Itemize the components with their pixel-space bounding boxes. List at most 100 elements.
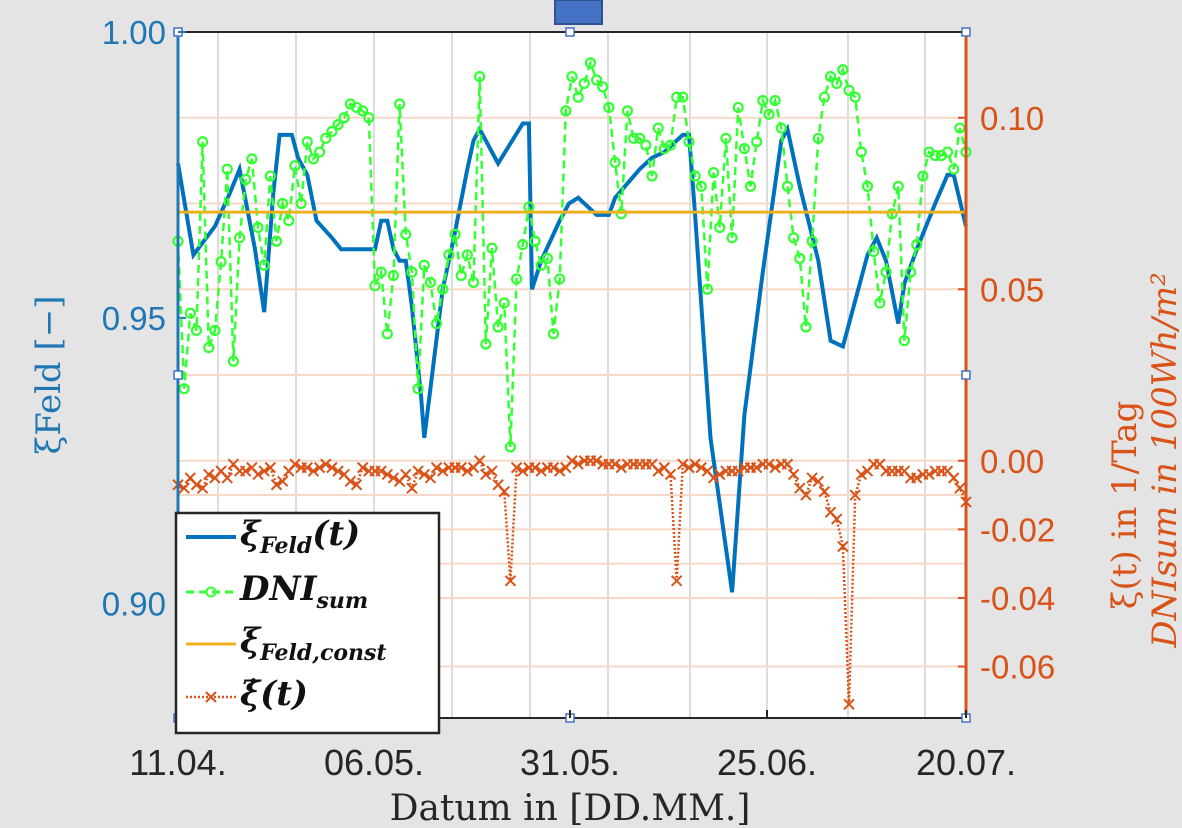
xi-dot-point — [504, 575, 517, 587]
dni-sum-point — [621, 105, 634, 117]
figure-handle-icon[interactable] — [554, 0, 603, 25]
dni-sum-point — [812, 132, 824, 144]
xi-dot-point — [695, 461, 707, 474]
xi-dot-point — [689, 458, 701, 470]
dni-sum-point — [467, 276, 480, 288]
xi-dot-point — [572, 458, 584, 470]
dni-sum-point — [892, 180, 904, 192]
dni-sum-point — [227, 355, 240, 367]
xi-dot-point — [664, 468, 677, 481]
xi-dot-point — [270, 479, 283, 491]
dni-sum-point — [806, 235, 818, 247]
dni-sum-point — [677, 91, 689, 103]
dni-sum-line — [176, 58, 968, 448]
dni-sum-point — [215, 256, 227, 268]
dni-sum-point — [535, 259, 547, 271]
right-axis-title-2: DNIsum in 100Wh/m² — [1145, 272, 1182, 648]
dni-sum-point — [609, 156, 621, 168]
dni-sum-point — [886, 208, 898, 220]
dni-sum-point — [652, 122, 664, 134]
resize-handle[interactable] — [173, 370, 183, 380]
xi-dot-point — [356, 461, 369, 474]
x-tick-label: 06.05. — [324, 742, 424, 783]
dni-sum-point — [184, 307, 196, 319]
xi-dot-point — [252, 468, 264, 481]
xi-dot-point — [412, 465, 424, 477]
dni-sum-point — [578, 77, 590, 90]
xi-dot-point — [400, 468, 412, 481]
dni-sum-point — [572, 91, 584, 103]
xi-dot-point — [787, 468, 800, 481]
dni-sum-point — [233, 232, 246, 244]
left-tick-label: 0.90 — [102, 586, 166, 623]
dni-sum-point — [270, 235, 283, 247]
xi-dot-point — [221, 472, 233, 484]
dni-sum-point — [437, 283, 449, 295]
dni-sum-point — [640, 139, 652, 151]
xi-dot-point — [313, 461, 326, 474]
dni-sum-point — [683, 136, 695, 148]
dni-sum-point — [295, 197, 307, 210]
xi-dot-point — [320, 458, 332, 470]
x-tick-label: 20.07. — [916, 742, 1016, 783]
dni-sum-point — [646, 170, 658, 182]
dni-sum-point — [603, 101, 615, 114]
xi-dot-point — [461, 465, 474, 477]
xi-dot-point — [806, 472, 818, 484]
xi-dot-point — [923, 468, 935, 481]
legend: ξFeld(t) DNIsum ξFeld,const ξ̇(t) — [174, 511, 441, 735]
xi-dot-point — [258, 465, 270, 477]
xi-dot-point — [406, 482, 418, 494]
xi-dot-point — [332, 465, 344, 477]
dni-sum-point — [880, 266, 892, 278]
xi-dot-point — [750, 461, 763, 474]
xi-dot-point — [590, 455, 603, 467]
xi-dot-point — [769, 461, 781, 474]
dni-sum-point — [868, 245, 880, 258]
right-tick-label: -0.06 — [980, 649, 1055, 686]
dni-sum-point — [560, 105, 572, 117]
dni-sum-point — [615, 208, 627, 220]
xi-dot-point — [350, 479, 363, 491]
xi-dot-point — [430, 461, 443, 474]
dni-sum-point — [197, 136, 209, 148]
left-axis-title: ξFeld [−] — [29, 295, 69, 454]
dni-sum-point — [277, 197, 289, 210]
left-tick-label: 0.95 — [102, 300, 166, 337]
xi-dot-point — [473, 455, 486, 467]
dni-sum-point — [781, 180, 794, 192]
dni-sum-point — [363, 112, 375, 124]
dni-sum-point — [689, 170, 701, 182]
dni-sum-point — [720, 132, 732, 144]
xi-dot-point — [510, 461, 523, 474]
dni-sum-point — [794, 252, 806, 264]
dni-sum-point — [732, 101, 744, 114]
resize-handle[interactable] — [961, 27, 971, 37]
right-tick-label: 0.05 — [980, 271, 1044, 308]
dni-sum-point — [443, 249, 455, 261]
xi-dot-point — [203, 468, 215, 481]
xi-dot-point — [301, 461, 313, 474]
xi-dot-point — [683, 461, 695, 474]
dni-sum-point — [400, 228, 412, 240]
dni-sum-point — [849, 91, 861, 103]
resize-handle[interactable] — [565, 27, 575, 37]
dni-sum-point — [855, 146, 867, 158]
resize-handle[interactable] — [961, 370, 971, 380]
legend-marker-x — [205, 691, 217, 703]
dni-sum-point — [726, 232, 738, 244]
xi-dot-point — [486, 465, 498, 477]
dni-sum-point — [664, 139, 677, 151]
xi-dot-point — [375, 465, 387, 477]
xi-dot-point — [535, 465, 547, 477]
dni-sum-point — [326, 125, 338, 138]
dni-sum-point — [695, 180, 707, 192]
dni-sum-point — [738, 143, 750, 155]
xi-dot-point — [437, 465, 449, 477]
legend-label: ξFeld,const — [240, 621, 387, 666]
xi-dot-point — [289, 458, 301, 470]
xi-dot-point — [178, 482, 190, 494]
dni-sum-point — [707, 167, 720, 179]
dni-sum-point — [246, 153, 258, 165]
